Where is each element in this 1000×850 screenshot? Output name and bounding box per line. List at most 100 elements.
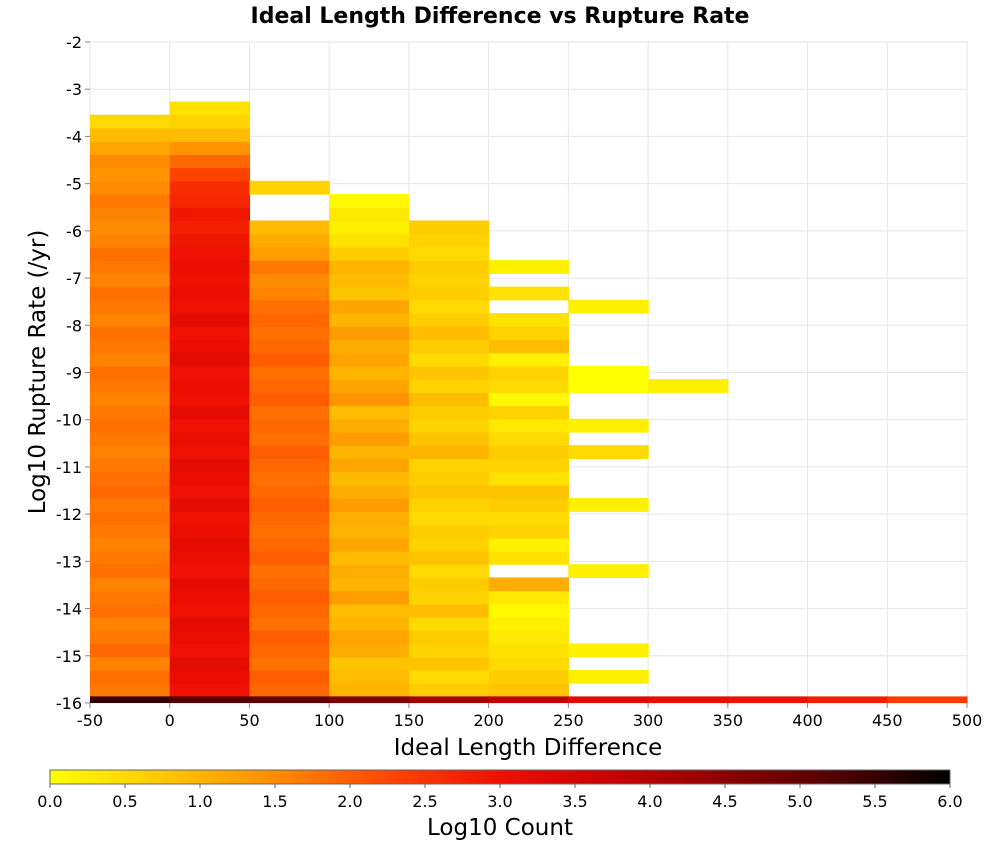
x-tick-label: 350 (713, 711, 744, 730)
y-tick-label: -15 (56, 647, 82, 666)
y-tick-label: -6 (66, 222, 82, 241)
heatmap-cell (169, 339, 251, 354)
colorbar-tick-label: 4.5 (712, 792, 737, 811)
y-tick-label: -10 (56, 411, 82, 430)
heatmap-cell (169, 683, 251, 697)
heatmap-cell (408, 286, 490, 301)
heatmap-cell (90, 207, 171, 222)
heatmap-cell (249, 431, 330, 446)
heatmap-bottom-cell (887, 696, 968, 703)
x-tick-label: -50 (77, 711, 103, 730)
heatmap-cell (90, 550, 171, 565)
heatmap-cell (408, 313, 490, 327)
y-tick-label: -14 (56, 600, 82, 619)
colorbar-tick-label: 5.5 (862, 792, 887, 811)
heatmap-cell (249, 339, 330, 354)
heatmap-cell (90, 194, 171, 208)
heatmap-cell (169, 445, 251, 460)
heatmap-cell (249, 299, 330, 314)
heatmap-cell (488, 656, 569, 671)
heatmap-cell (90, 617, 171, 631)
heatmap-cell (408, 577, 490, 592)
heatmap-cell (169, 286, 251, 301)
heatmap-cell (568, 365, 649, 380)
x-tick-label: 50 (239, 711, 259, 730)
heatmap-cell (249, 617, 330, 631)
heatmap-cell (329, 352, 410, 367)
heatmap-cell (249, 471, 330, 486)
heatmap-cell (249, 418, 330, 433)
heatmap-cell (249, 564, 330, 579)
heatmap-cell (169, 550, 251, 565)
heatmap-cell (249, 537, 330, 552)
heatmap-cell (90, 669, 171, 684)
heatmap-cell (249, 484, 330, 499)
heatmap-cell (169, 299, 251, 314)
heatmap-cell (488, 537, 569, 552)
heatmap-cell (488, 431, 569, 446)
heatmap-cell (90, 405, 171, 420)
colorbar-tick-label: 0.5 (112, 792, 137, 811)
y-tick-label: -12 (56, 505, 82, 524)
heatmap-cell (408, 498, 490, 512)
heatmap-bottom-cell (727, 696, 809, 703)
heatmap-cell (249, 260, 330, 274)
heatmap-cell (90, 392, 171, 407)
heatmap-cell (488, 484, 569, 499)
heatmap-cell (90, 299, 171, 314)
heatmap-bottom-cell (249, 696, 330, 703)
heatmap-cell (249, 273, 330, 288)
heatmap-bottom-cell (648, 696, 729, 703)
heatmap-cell (568, 498, 649, 512)
heatmap-cell (249, 286, 330, 301)
heatmap-cell (329, 194, 410, 208)
heatmap-cell (329, 537, 410, 552)
heatmap-cell (90, 326, 171, 341)
heatmap-cell (329, 273, 410, 288)
x-tick-label: 450 (872, 711, 903, 730)
y-tick-label: -9 (66, 364, 82, 383)
heatmap-cell (329, 471, 410, 486)
heatmap-cell (408, 656, 490, 671)
y-tick-label: -7 (66, 269, 82, 288)
heatmap-cell (90, 630, 171, 645)
y-tick-label: -3 (66, 80, 82, 99)
heatmap-cell (329, 405, 410, 420)
colorbar-tick-label: 2.5 (412, 792, 437, 811)
heatmap-cell (488, 379, 569, 393)
heatmap-cell (249, 656, 330, 671)
heatmap-cell (90, 445, 171, 460)
heatmap-cell (408, 458, 490, 473)
heatmap-cell (169, 313, 251, 327)
y-tick-label: -16 (56, 694, 82, 713)
heatmap-cell (488, 590, 569, 605)
x-tick-label: 500 (952, 711, 983, 730)
y-tick-label: -5 (66, 175, 82, 194)
heatmap-cell (90, 431, 171, 446)
heatmap-cell (488, 603, 569, 618)
heatmap-cell (169, 617, 251, 631)
heatmap-cell (329, 484, 410, 499)
heatmap-cell (329, 590, 410, 605)
heatmap-cell (329, 392, 410, 407)
heatmap-cell (329, 379, 410, 393)
heatmap-cell (169, 220, 251, 235)
x-tick-label: 150 (394, 711, 425, 730)
heatmap-cell (408, 524, 490, 539)
heatmap-bottom-cell (408, 696, 490, 703)
heatmap-bottom-cell (329, 696, 410, 703)
heatmap-cell (249, 511, 330, 526)
heatmap-cell (169, 127, 251, 142)
heatmap-cell (169, 101, 251, 116)
colorbar-tick-label: 0.0 (37, 792, 62, 811)
heatmap-cell (329, 286, 410, 301)
heatmap-cell (408, 471, 490, 486)
heatmap-cell (408, 564, 490, 579)
heatmap-cell (408, 617, 490, 631)
heatmap-cell (90, 590, 171, 605)
heatmap-cell (408, 379, 490, 393)
heatmap-cell (169, 458, 251, 473)
heatmap-cell (169, 537, 251, 552)
heatmap-cell (169, 577, 251, 592)
heatmap-cell (169, 365, 251, 380)
